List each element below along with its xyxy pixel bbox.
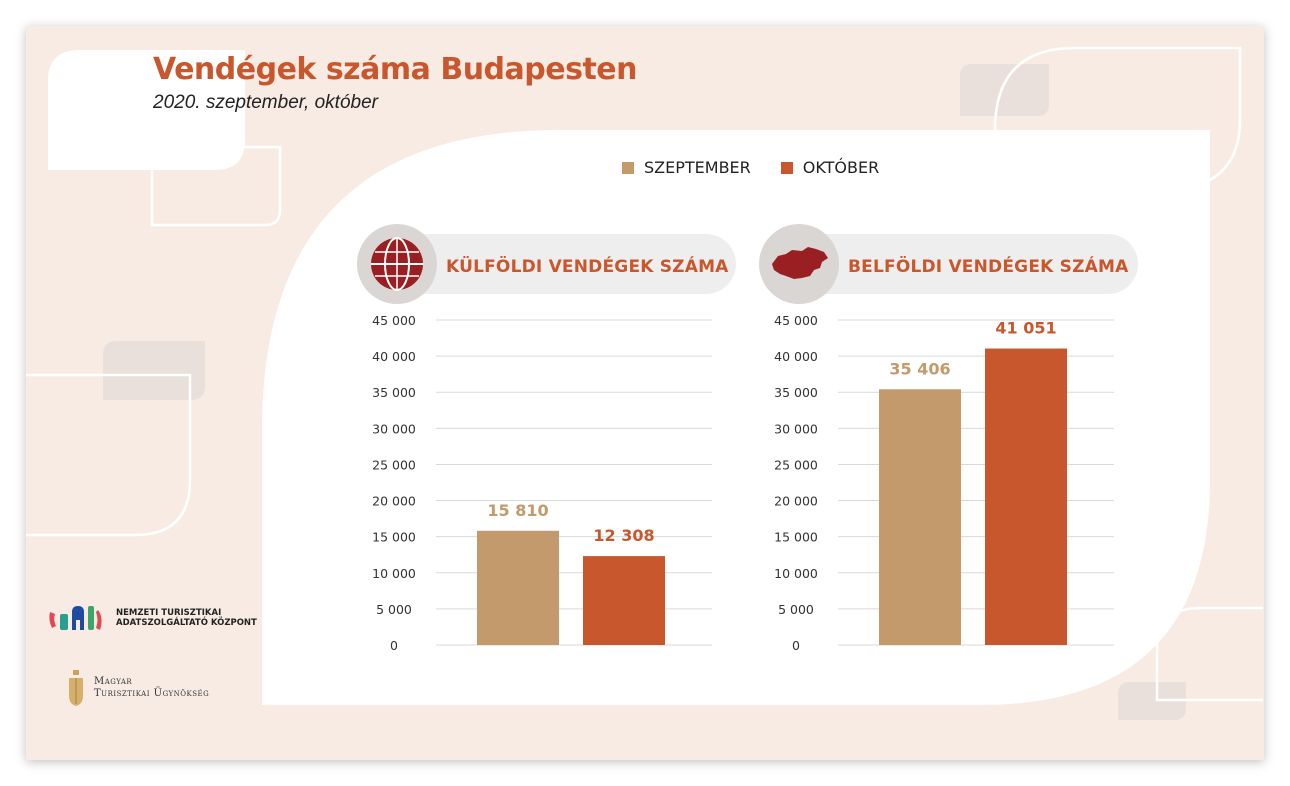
legend-item-september: SZEPTEMBER	[622, 158, 751, 177]
legend-item-october: OKTÓBER	[780, 158, 880, 177]
domestic-ytick-label: 25 000	[774, 457, 818, 472]
domestic-guests-chart: 0 5 000 10 000 15 000 20 000 25 000 30 000 35 0…	[774, 313, 1114, 653]
outline-curve-top	[993, 46, 1242, 190]
domestic-ytick-label: 15 000	[774, 530, 818, 545]
foreign-data-label: 15 810	[487, 501, 548, 520]
foreign-ytick-label: 25 000	[372, 457, 416, 472]
domestic-ytick-label: 0	[792, 638, 800, 653]
domestic-panel-title: BELFÖLDI VENDÉGEK SZÁMA	[848, 257, 1129, 277]
domestic-ytick-label: 10 000	[774, 566, 818, 581]
grey-leaf-shape-top	[960, 64, 1049, 116]
mtu-logo-line2: Turisztikai Ügynökség	[94, 688, 210, 699]
ntak-logo-text: NEMZETI TURISZTIKAI ADATSZOLGÁLTATÓ KÖZP…	[116, 608, 257, 628]
white-leaf-shape	[48, 50, 245, 170]
domestic-ytick-label: 5 000	[778, 602, 814, 617]
foreign-ytick-label: 0	[390, 638, 398, 653]
foreign-ytick-label: 40 000	[372, 349, 416, 364]
domestic-ytick-label: 45 000	[774, 313, 818, 328]
foreign-bar-october	[583, 556, 665, 645]
foreign-ytick-label: 15 000	[372, 530, 416, 545]
legend-swatch-october	[780, 161, 793, 174]
domestic-icon-circle	[759, 224, 839, 304]
legend-label-september: SZEPTEMBER	[644, 158, 751, 177]
outline-leaf-shape	[150, 145, 282, 227]
foreign-ytick-label: 30 000	[372, 421, 416, 436]
foreign-guests-chart: 0 5 000 10 000 15 000 20 000 25 000 30 000 35 0…	[372, 313, 712, 653]
globe-icon	[371, 237, 423, 291]
domestic-ytick-label: 20 000	[774, 494, 818, 509]
legend-label-october: OKTÓBER	[802, 158, 880, 177]
ntak-logo-line1: NEMZETI TURISZTIKAI	[116, 608, 222, 618]
foreign-ytick-label: 35 000	[372, 385, 416, 400]
coat-of-arms-icon	[69, 670, 83, 706]
ntak-logo-icon	[49, 606, 102, 630]
outline-curve	[26, 373, 192, 537]
foreign-ytick-label: 45 000	[372, 313, 416, 328]
page-title: Vendégek száma Budapesten	[153, 52, 638, 87]
domestic-bar-october	[985, 348, 1067, 645]
mtu-logo-text: Magyar Turisztikai Ügynökség	[94, 676, 209, 700]
grey-leaf-shape-bottom	[1118, 682, 1186, 720]
foreign-panel-title: KÜLFÖLDI VENDÉGEK SZÁMA	[446, 257, 729, 277]
ntak-logo-line2: ADATSZOLGÁLTATÓ KÖZPONT	[116, 618, 257, 628]
foreign-ytick-label: 10 000	[372, 566, 416, 581]
page-subtitle: 2020. szeptember, október	[153, 92, 378, 113]
grey-leaf-shape	[103, 341, 205, 400]
foreign-data-label: 12 308	[593, 526, 654, 545]
mtu-logo-line1: Magyar	[94, 676, 133, 687]
domestic-bar-september	[879, 389, 961, 645]
domestic-ytick-label: 30 000	[774, 421, 818, 436]
foreign-icon-circle	[357, 224, 437, 304]
foreign-ytick-label: 20 000	[372, 494, 416, 509]
domestic-ytick-label: 40 000	[774, 349, 818, 364]
domestic-ytick-label: 35 000	[774, 385, 818, 400]
domestic-data-label: 41 051	[995, 319, 1056, 338]
domestic-data-label: 35 406	[889, 359, 950, 378]
hungary-map-icon	[772, 247, 828, 279]
legend-swatch-september	[622, 161, 634, 174]
foreign-bar-september	[477, 530, 559, 645]
chart-legend: SZEPTEMBER OKTÓBER	[622, 158, 909, 177]
foreign-ytick-label: 5 000	[376, 602, 412, 617]
